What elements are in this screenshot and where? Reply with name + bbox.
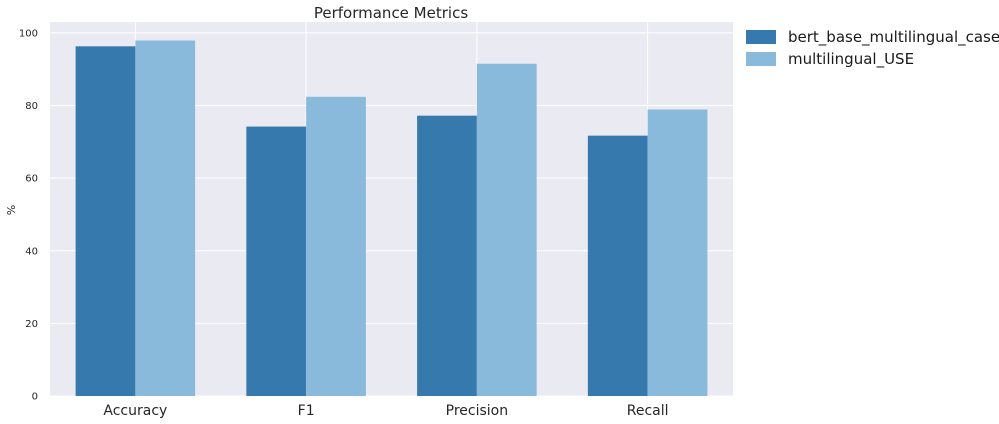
y-tick-label: 100 — [19, 28, 38, 39]
y-axis-ticks: 0 20 40 60 80 100 — [19, 28, 38, 402]
y-axis-label: % — [5, 205, 18, 215]
bars — [75, 40, 708, 397]
bar-f1-series-0 — [246, 126, 307, 396]
bar-f1-series-1 — [306, 96, 366, 397]
legend-swatch — [746, 52, 776, 66]
y-tick-label: 20 — [25, 319, 38, 330]
legend: bert_base_multilingual_cased multilingua… — [746, 26, 999, 70]
x-axis-ticks: Accuracy F1 Precision Recall — [103, 403, 668, 419]
chart-title: Performance Metrics — [314, 4, 468, 22]
y-tick-label: 60 — [25, 174, 38, 185]
bar-precision-series-1 — [476, 63, 537, 396]
legend-item-use: multilingual_USE — [746, 48, 999, 70]
legend-label: bert_base_multilingual_cased — [788, 28, 999, 46]
y-tick-label: 40 — [25, 246, 38, 257]
legend-label: multilingual_USE — [788, 50, 915, 68]
x-tick-label: Recall — [627, 403, 669, 419]
y-tick-label: 0 — [32, 392, 38, 403]
x-tick-label: Precision — [446, 403, 508, 419]
legend-swatch — [746, 30, 776, 44]
bar-accuracy-series-1 — [135, 40, 196, 397]
bar-recall-series-1 — [647, 109, 708, 397]
legend-item-bert: bert_base_multilingual_cased — [746, 26, 999, 48]
bar-accuracy-series-0 — [75, 46, 136, 396]
x-tick-label: Accuracy — [103, 403, 167, 419]
y-tick-label: 80 — [25, 101, 38, 112]
bar-recall-series-0 — [587, 135, 648, 397]
x-tick-label: F1 — [298, 403, 315, 419]
bar-precision-series-0 — [417, 115, 477, 397]
